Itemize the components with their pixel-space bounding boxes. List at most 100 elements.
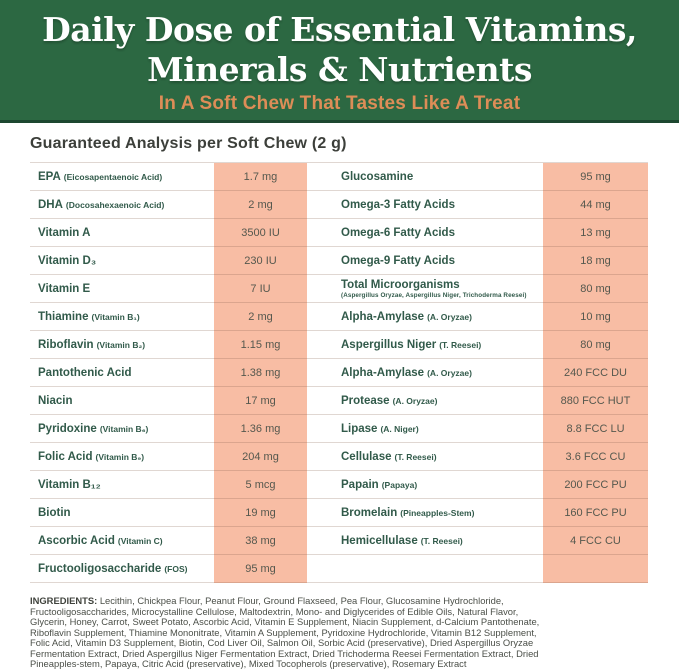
nutrient-value: 240 FCC DU [564, 366, 627, 379]
nutrient-value-cell: 4 FCC CU [543, 527, 648, 555]
nutrient-name: Vitamin A [38, 227, 91, 239]
nutrient-value-cell: 1.36 mg [214, 415, 307, 443]
nutrient-name-cell: Protease (A. Oryzae) [329, 387, 543, 415]
nutrient-value: 1.15 mg [240, 338, 281, 351]
nutrient-name: Alpha-Amylase [341, 311, 425, 323]
nutrient-value: 160 FCC PU [564, 506, 627, 519]
nutrient-name: Niacin [38, 395, 73, 407]
nutrient-value: 17 mg [245, 394, 276, 407]
column-gap [307, 219, 329, 247]
nutrient-value-cell: 240 FCC DU [543, 359, 648, 387]
nutrient-value: 1.38 mg [240, 366, 281, 379]
nutrient-name-cell [329, 555, 543, 583]
nutrient-name-cell: Aspergillus Niger (T. Reesei) [329, 331, 543, 359]
column-gap [307, 415, 329, 443]
nutrient-name-cell: Hemicellulase (T. Reesei) [329, 527, 543, 555]
nutrient-value-cell: 204 mg [214, 443, 307, 471]
nutrient-detail: (T. Reesei) [394, 452, 437, 462]
nutrient-name: Omega-6 Fatty Acids [341, 227, 455, 239]
nutrient-value: 44 mg [580, 198, 611, 211]
nutrient-value-cell: 5 mcg [214, 471, 307, 499]
nutrient-detail: (A. Oryzae) [427, 368, 472, 378]
ingredients-section: INGREDIENTS: Lecithin, Chickpea Flour, P… [30, 595, 649, 670]
nutrient-name-cell: Vitamin B₁₂ [30, 471, 214, 499]
page-title-line1: Daily Dose of Essential Vitamins, [42, 10, 637, 49]
nutrient-value: 2 mg [248, 310, 273, 323]
nutrient-name-cell: Pyridoxine (Vitamin B₆) [30, 415, 214, 443]
nutrient-name: Glucosamine [341, 171, 414, 183]
nutrient-value-cell: 18 mg [543, 247, 648, 275]
nutrient-name: Lipase [341, 423, 378, 435]
nutrient-detail: (Docosahexaenoic Acid) [65, 200, 165, 210]
nutrient-detail: (A. Oryzae) [427, 312, 472, 322]
nutrient-name: Ascorbic Acid [38, 535, 115, 547]
nutrient-name: DHA [38, 199, 63, 211]
nutrient-value: 13 mg [580, 226, 611, 239]
nutrient-value: 200 FCC PU [564, 478, 627, 491]
nutrient-name: Aspergillus Niger [341, 339, 437, 351]
nutrient-value-cell: 3500 IU [214, 219, 307, 247]
nutrient-value: 3500 IU [241, 226, 280, 239]
nutrient-value-cell: 200 FCC PU [543, 471, 648, 499]
nutrient-name: Omega-3 Fatty Acids [341, 199, 455, 211]
nutrient-value-cell: 13 mg [543, 219, 648, 247]
nutrient-value-cell: 38 mg [214, 527, 307, 555]
ingredients-text: Lecithin, Chickpea Flour, Peanut Flour, … [99, 595, 504, 606]
nutrient-name-cell: Omega-6 Fatty Acids [329, 219, 543, 247]
nutrient-name-cell: Vitamin E [30, 275, 214, 303]
nutrient-value-cell: 19 mg [214, 499, 307, 527]
nutrient-detail: (A. Niger) [380, 424, 419, 434]
column-gap [307, 443, 329, 471]
nutrient-detail: (A. Oryzae) [392, 396, 438, 406]
nutrient-value: 19 mg [245, 506, 276, 519]
ingredients-line: Fermentation Extract, Dried Aspergillus … [30, 647, 539, 659]
nutrient-name: Papain [341, 479, 379, 491]
column-gap [307, 275, 329, 303]
nutrient-name: Fructooligosaccharide [38, 563, 162, 575]
nutrient-value-cell: 2 mg [214, 191, 307, 219]
nutrient-name: Vitamin E [38, 283, 91, 295]
nutrient-value-cell: 17 mg [214, 387, 307, 415]
nutrient-name-cell: Alpha-Amylase (A. Oryzae) [329, 303, 543, 331]
nutrient-name: Folic Acid [38, 451, 93, 463]
nutrient-value-cell: 80 mg [543, 331, 648, 359]
nutrient-detail: (Vitamin B₆) [99, 424, 149, 434]
nutrient-value: 80 mg [580, 338, 611, 351]
page-title: Daily Dose of Essential Vitamins, Minera… [0, 10, 679, 90]
column-gap [307, 499, 329, 527]
nutrient-value-cell: 160 FCC PU [543, 499, 648, 527]
nutrient-value: 204 mg [242, 450, 279, 463]
nutrient-value: 38 mg [245, 534, 276, 547]
nutrient-value: 80 mg [580, 282, 611, 295]
nutrient-value-cell: 880 FCC HUT [543, 387, 648, 415]
nutrient-value-cell: 44 mg [543, 191, 648, 219]
nutrient-value-cell [543, 555, 648, 583]
nutrient-name-cell: Riboflavin (Vitamin B₂) [30, 331, 214, 359]
nutrient-value: 230 IU [244, 254, 277, 267]
ingredients-label: INGREDIENTS: [30, 595, 98, 606]
nutrient-name-cell: DHA (Docosahexaenoic Acid) [30, 191, 214, 219]
nutrient-name: Cellulase [341, 451, 392, 463]
nutrient-name-cell: Biotin [30, 499, 214, 527]
nutrient-value: 3.6 FCC CU [565, 450, 626, 463]
nutrient-value-cell: 95 mg [214, 555, 307, 583]
nutrient-value: 10 mg [580, 310, 611, 323]
nutrient-detail: (Pineapples-Stem) [400, 508, 475, 518]
ingredients-line: Folic Acid, Vitamin D3 Supplement, Bioti… [30, 637, 534, 648]
ingredients-line: Riboflavin Supplement, Thiamine Mononitr… [30, 626, 537, 638]
nutrient-name-cell: Bromelain (Pineapples-Stem) [329, 499, 543, 527]
nutrient-value-cell: 80 mg [543, 275, 648, 303]
nutrient-name-cell: Papain (Papaya) [329, 471, 543, 499]
column-gap [307, 527, 329, 555]
column-gap [307, 359, 329, 387]
nutrient-name: Omega-9 Fatty Acids [341, 255, 455, 267]
nutrient-value: 2 mg [248, 198, 273, 211]
column-gap [307, 163, 329, 191]
nutrient-name: Pantothenic Acid [38, 367, 132, 379]
column-gap [307, 247, 329, 275]
nutrient-value-cell: 10 mg [543, 303, 648, 331]
nutrient-detail: (T. Reesei) [420, 536, 463, 546]
analysis-heading: Guaranteed Analysis per Soft Chew (2 g) [30, 135, 347, 152]
nutrient-name: Vitamin D₃ [38, 255, 97, 267]
nutrient-value: 1.7 mg [243, 170, 278, 183]
